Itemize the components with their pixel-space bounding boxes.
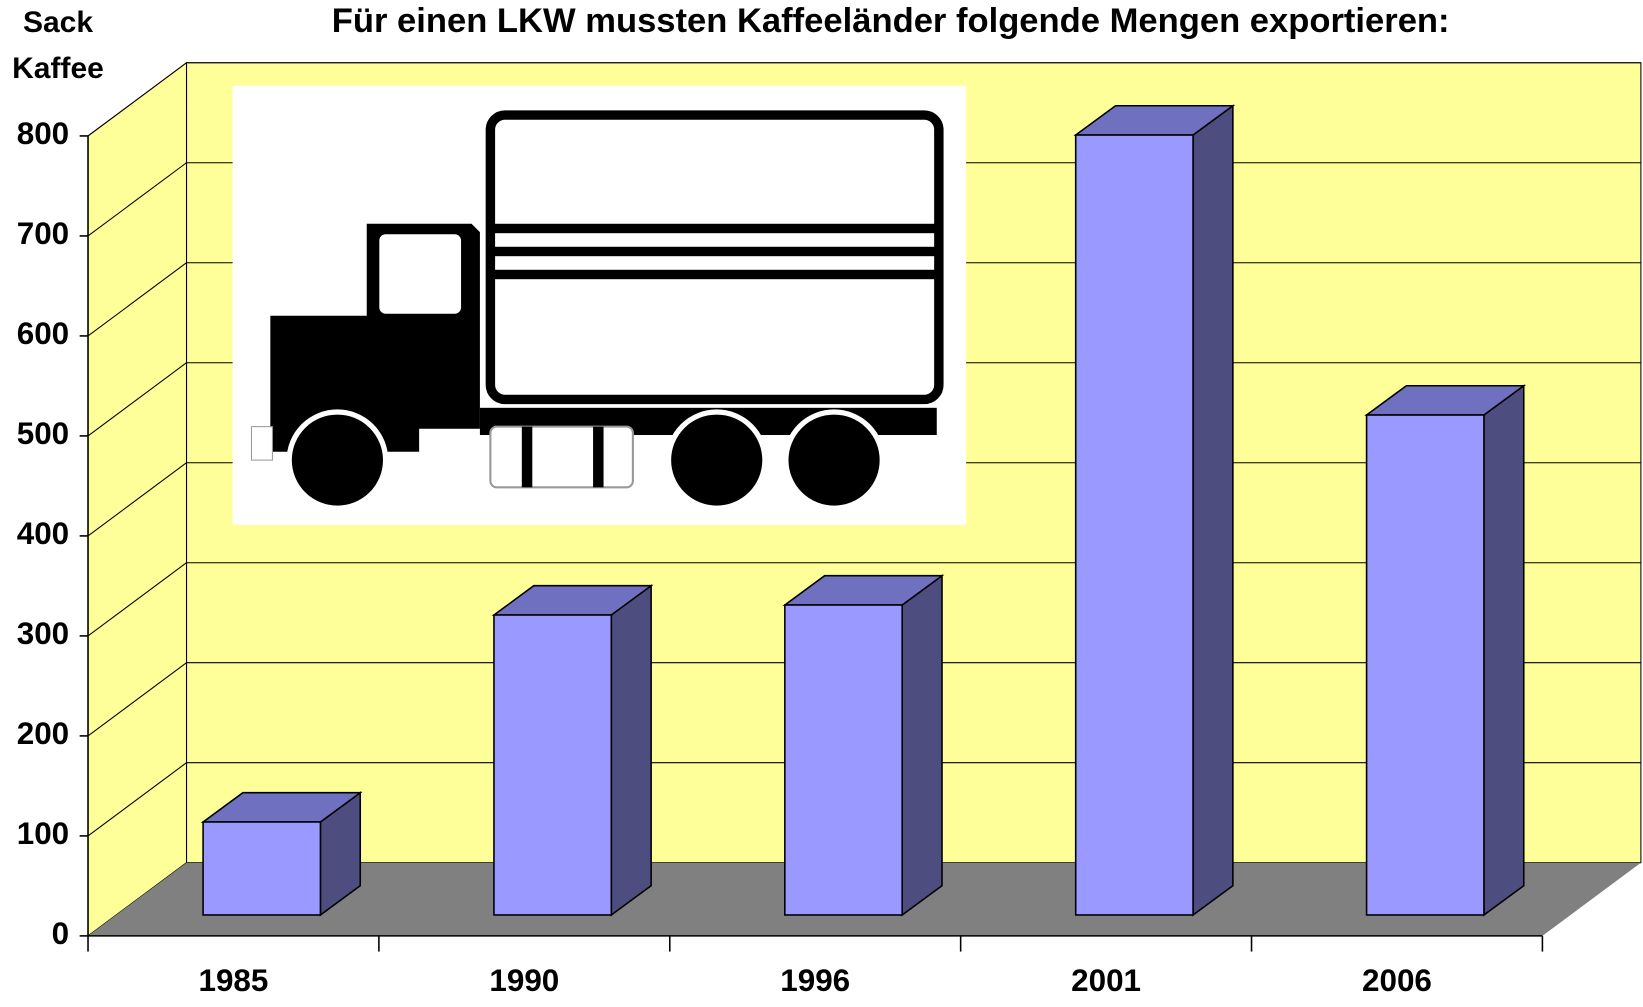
x-tick-label: 2006 <box>1362 963 1432 998</box>
y-tick-label: 100 <box>17 816 69 851</box>
bar-side <box>611 586 651 915</box>
y-tick-label: 500 <box>17 416 69 451</box>
x-tick-label: 1985 <box>198 963 268 998</box>
y-tick-label: 600 <box>17 316 69 351</box>
y-tick-label: 800 <box>17 116 69 151</box>
chart-title: Für einen LKW mussten Kaffeeländer folge… <box>332 2 1450 40</box>
y-tick-label: 700 <box>17 216 69 251</box>
y-tick-label: 200 <box>17 716 69 751</box>
page: Sack Kaffee Für einen LKW mussten Kaffee… <box>0 0 1643 1007</box>
bar <box>203 822 320 915</box>
bar <box>1367 415 1484 915</box>
bar-side <box>1193 106 1233 915</box>
x-tick-label: 2001 <box>1071 963 1141 998</box>
y-tick-label: 400 <box>17 516 69 551</box>
bar <box>785 605 902 915</box>
bar <box>494 615 611 915</box>
x-tick-label: 1996 <box>780 963 850 998</box>
y-tick-label: 300 <box>17 616 69 651</box>
y-axis-title: Sack Kaffee <box>0 0 116 92</box>
x-tick-label: 1990 <box>489 963 559 998</box>
bar-side <box>902 576 942 915</box>
truck-image <box>233 86 966 525</box>
chart: Für einen LKW mussten Kaffeeländer folge… <box>0 0 1643 1007</box>
bar-side <box>1484 386 1524 915</box>
bar <box>1076 135 1193 915</box>
y-tick-label: 0 <box>52 916 69 951</box>
